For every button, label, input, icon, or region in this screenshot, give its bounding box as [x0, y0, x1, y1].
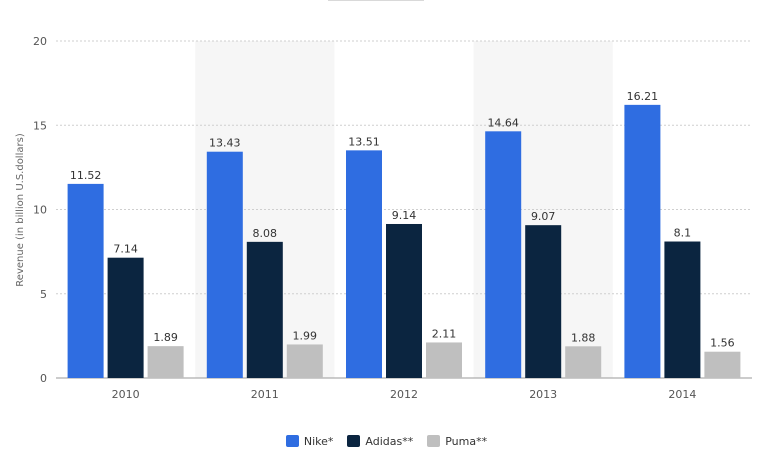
bars — [67, 104, 741, 378]
x-tick-label-2012: 2012 — [390, 388, 418, 401]
bar-nike-2011 — [206, 151, 243, 378]
legend-label-adidas: Adidas** — [365, 434, 414, 448]
data-labels: 11.52 7.14 1.89 13.43 8.08 1.99 13.51 9.14 2.11 1… — [70, 90, 735, 350]
bar-puma-2012 — [426, 342, 462, 378]
data-label-nike-2010: 11.52 — [70, 169, 102, 182]
data-label-adidas-2010: 7.14 — [113, 243, 138, 256]
legend: Nike* Adidas** Puma** — [0, 431, 773, 451]
y-axis-label: Revenue (in billion U.S.dollars) — [15, 133, 26, 287]
data-label-nike-2013: 14.64 — [487, 116, 519, 129]
legend-item-nike[interactable]: Nike* — [285, 434, 334, 448]
data-label-adidas-2012: 9.14 — [392, 209, 417, 222]
x-tick-label-2010: 2010 — [112, 388, 140, 401]
x-tick-label-2011: 2011 — [251, 388, 279, 401]
x-axis-ticks: 2010 2011 2012 2013 2014 — [112, 388, 697, 401]
data-label-nike-2014: 16.21 — [627, 90, 659, 103]
bar-puma-2014 — [704, 351, 741, 378]
x-tick-label-2013: 2013 — [529, 388, 557, 401]
data-label-nike-2011: 13.43 — [209, 137, 241, 150]
top-divider — [328, 0, 424, 1]
legend-label-nike: Nike* — [303, 434, 334, 448]
data-label-puma-2012: 2.11 — [432, 327, 457, 340]
legend-label-puma: Puma** — [445, 434, 488, 448]
bar-adidas-2011 — [246, 241, 283, 378]
legend-item-puma[interactable]: Puma** — [427, 435, 487, 448]
y-tick-label-0: 0 — [40, 372, 47, 385]
data-label-puma-2010: 1.89 — [153, 331, 178, 344]
y-tick-label-5: 5 — [40, 288, 47, 301]
data-label-adidas-2013: 9.07 — [531, 210, 556, 223]
data-label-adidas-2014: 8.1 — [674, 227, 692, 240]
legend-swatch-nike — [285, 435, 299, 447]
bar-puma-2013 — [565, 346, 602, 378]
bar-nike-2013 — [485, 131, 522, 378]
y-tick-label-10: 10 — [33, 204, 47, 217]
y-tick-label-20: 20 — [33, 35, 47, 48]
y-tick-label-15: 15 — [33, 119, 47, 132]
data-label-puma-2014: 1.56 — [710, 337, 735, 350]
bar-puma-2010 — [147, 346, 184, 378]
bar-adidas-2013 — [525, 225, 562, 378]
data-label-puma-2011: 1.99 — [293, 329, 318, 342]
bar-adidas-2010 — [107, 257, 144, 378]
data-label-adidas-2011: 8.08 — [253, 227, 278, 240]
legend-swatch-adidas — [347, 435, 361, 447]
bar-adidas-2014 — [664, 241, 701, 378]
bar-nike-2014 — [624, 104, 661, 378]
legend-item-adidas[interactable]: Adidas** — [347, 435, 413, 448]
data-label-puma-2013: 1.88 — [571, 331, 596, 344]
data-label-nike-2012: 13.51 — [348, 135, 380, 148]
legend-swatch-puma — [427, 435, 441, 447]
bar-puma-2011 — [286, 344, 323, 378]
bar-adidas-2012 — [386, 223, 422, 378]
bar-nike-2012 — [346, 150, 382, 378]
x-tick-label-2014: 2014 — [668, 388, 696, 401]
bar-nike-2010 — [67, 183, 104, 378]
y-axis-ticks: 0 5 10 15 20 — [33, 35, 47, 385]
